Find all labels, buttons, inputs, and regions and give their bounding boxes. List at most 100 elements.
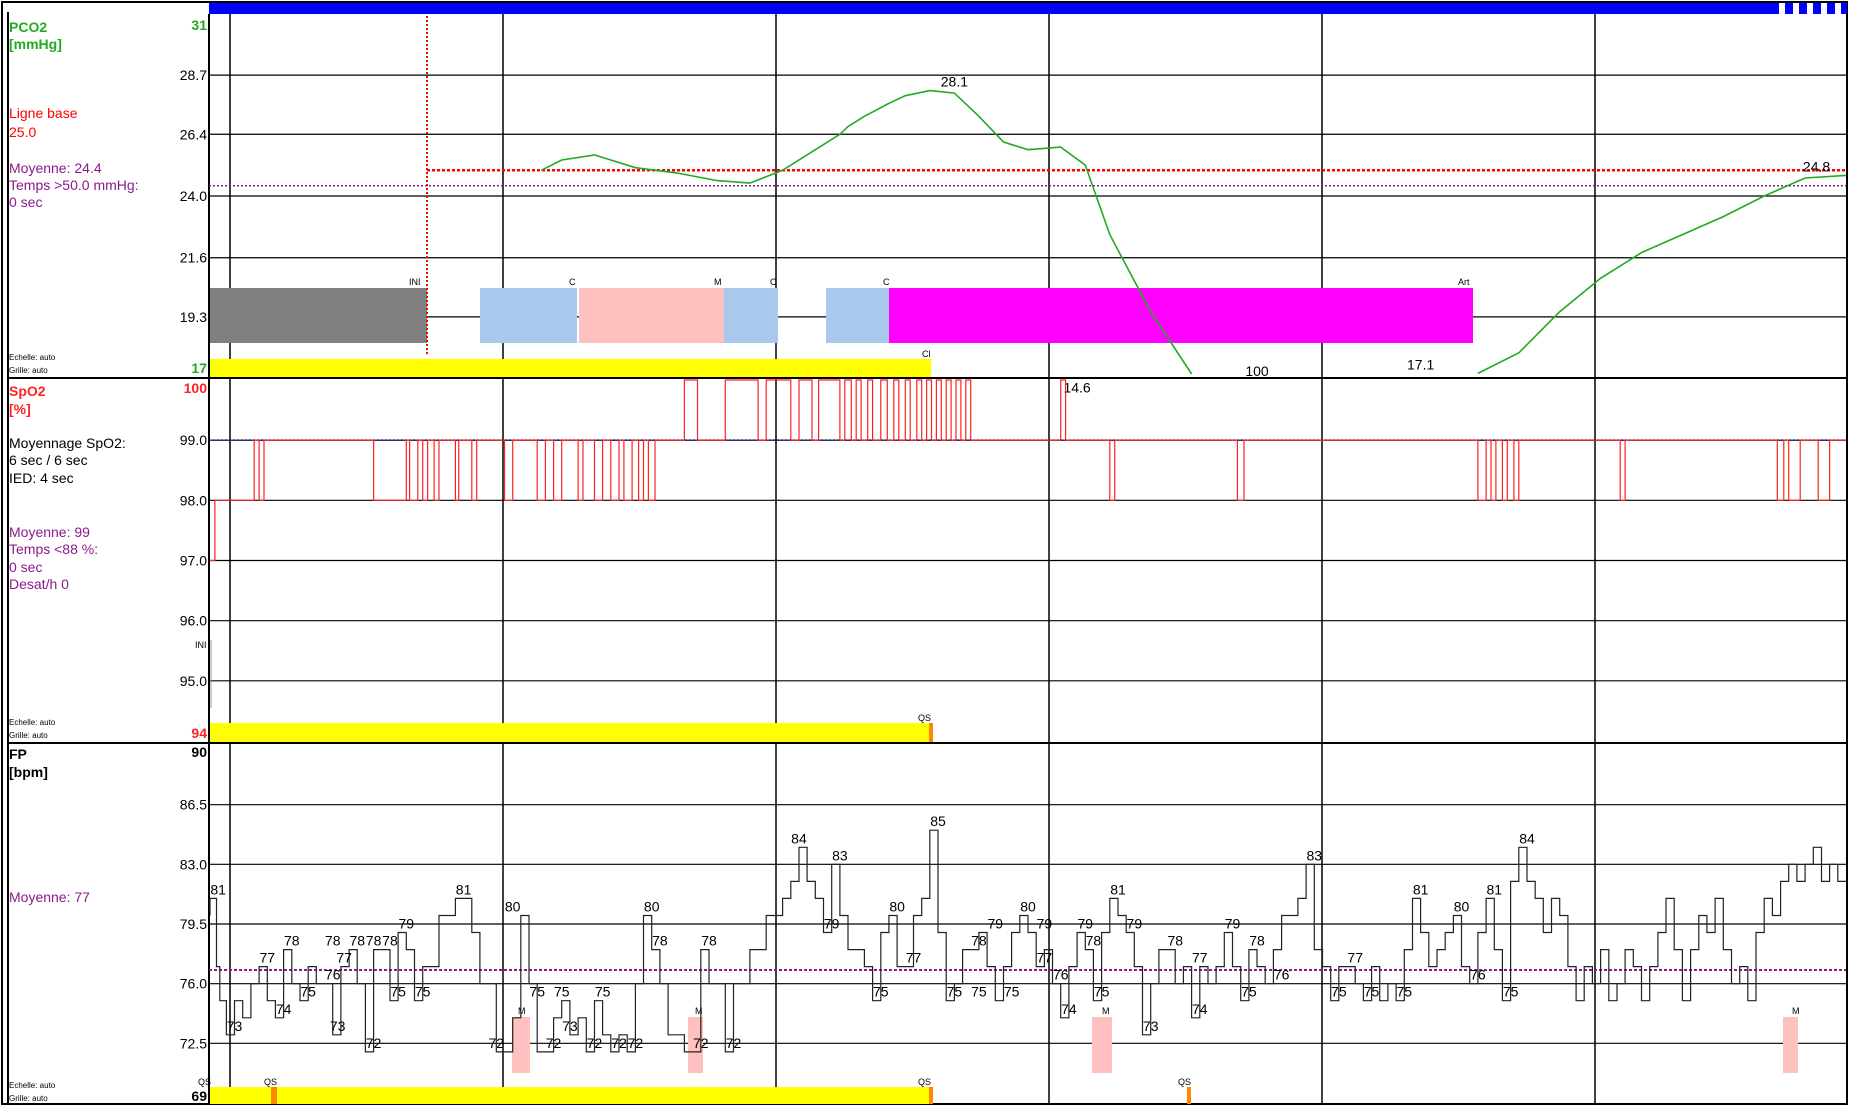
fp-value-label: 81: [1486, 881, 1502, 897]
fp-series-line: [209, 829, 1846, 1053]
fp-value-label: 83: [832, 847, 848, 863]
spo2-extra-3: Desat/h 0: [9, 576, 69, 592]
spo2-h-grid: [209, 439, 1846, 682]
spo2-tick-label: 95.0: [180, 673, 207, 689]
spo2-band-mark: QS: [918, 713, 931, 723]
fp-value-label: 76: [1053, 967, 1069, 983]
spo2-top-value: 100: [184, 380, 208, 396]
fp-value-label: 80: [1020, 898, 1036, 914]
spo2-avg-label: Moyennage SpO2:: [9, 435, 126, 451]
fp-value-label: 74: [1192, 1001, 1208, 1017]
pco2-extra-1: Temps >50.0 mmHg:: [9, 177, 139, 193]
pco2-title: PCO2: [9, 19, 47, 35]
fp-value-label: 77: [1192, 950, 1208, 966]
event-label-ini: INI: [409, 277, 421, 287]
fp-value-label: 72: [489, 1035, 505, 1051]
spo2-ini-mark: INI: [195, 640, 207, 650]
fp-value-label: 80: [1454, 898, 1470, 914]
fp-grid-note: Grille: auto: [9, 1094, 48, 1103]
spo2-tick-label: 98.0: [180, 492, 207, 508]
fp-value-label: 73: [330, 1018, 346, 1034]
fp-top-value: 90: [191, 744, 207, 760]
fp-band-mark-1: QS: [198, 1077, 211, 1087]
pco2-baseline-label: Ligne base: [9, 105, 78, 121]
fp-event-m2: [688, 1017, 703, 1073]
event-label-c3: C: [883, 277, 890, 287]
event-label-c2: C: [770, 277, 777, 287]
spo2-y-ticks: 99.0 98.0 97.0 96.0 95.0: [180, 432, 207, 689]
fp-value-label: 75: [1094, 984, 1110, 1000]
fp-tick-label: 76.0: [180, 976, 207, 992]
fp-value-label: 78: [325, 933, 341, 949]
fp-value-label: 81: [1413, 881, 1429, 897]
fp-status-band-mark3: [1187, 1087, 1191, 1104]
fp-status-band: [210, 1087, 931, 1104]
spo2-tick-label: 99.0: [180, 432, 207, 448]
fp-value-label: 77: [1347, 950, 1363, 966]
fp-event-m3-label: M: [1102, 1006, 1110, 1016]
spo2-title: SpO2: [9, 383, 46, 399]
spo2-value-label: 100: [1245, 363, 1269, 379]
fp-value-label: 80: [889, 898, 905, 914]
pco2-value-label: 17.1: [1407, 356, 1434, 372]
pco2-panel: PCO2 [mmHg] 31 17 Ligne base 25.0 Moyenn…: [9, 16, 1847, 396]
pco2-h-grid: [209, 74, 1846, 318]
fp-value-label: 75: [947, 984, 963, 1000]
fp-value-label: 75: [300, 984, 316, 1000]
fp-event-m4: [1783, 1017, 1798, 1073]
pco2-bottom-value: 17: [191, 360, 207, 376]
fp-value-label: 79: [1077, 916, 1093, 932]
fp-bottom-value: 69: [191, 1088, 207, 1104]
pco2-tick-label: 26.4: [180, 126, 207, 142]
fp-value-label: 80: [644, 898, 660, 914]
pco2-band-mark: Cl: [922, 349, 931, 359]
top-timeline-dashes: [1785, 3, 1847, 14]
fp-value-label: 76: [1470, 967, 1486, 983]
fp-status-band-end: [929, 1087, 933, 1104]
spo2-bottom-value: 94: [191, 725, 207, 741]
fp-event-m1-label: M: [518, 1006, 526, 1016]
fp-value-label: 85: [930, 813, 946, 829]
fp-value-label: 84: [1519, 830, 1535, 846]
pco2-tick-label: 19.3: [180, 309, 207, 325]
fp-value-label: 75: [1396, 984, 1412, 1000]
fp-value-label: 84: [791, 830, 807, 846]
fp-value-label: 79: [824, 916, 840, 932]
spo2-unit: [%]: [9, 401, 31, 417]
event-bar-art: [889, 288, 1473, 343]
event-label-art: Art: [1458, 277, 1470, 287]
spo2-tick-label: 96.0: [180, 613, 207, 629]
fp-value-label: 75: [415, 984, 431, 1000]
fp-value-label: 75: [390, 984, 406, 1000]
fp-scale-note: Echelle: auto: [9, 1081, 56, 1090]
fp-value-label: 80: [505, 898, 521, 914]
fp-event-m2-label: M: [695, 1006, 703, 1016]
pco2-series-line: [540, 89, 1847, 375]
fp-value-label: 81: [210, 881, 226, 897]
fp-value-label: 75: [554, 984, 570, 1000]
fp-value-label: 78: [1249, 933, 1265, 949]
fp-value-label: 77: [906, 950, 922, 966]
fp-value-label: 72: [628, 1035, 644, 1051]
pco2-top-value: 31: [191, 17, 207, 33]
spo2-series-line: [210, 379, 1846, 562]
fp-value-label: 81: [456, 881, 472, 897]
fp-band-mark-4: QS: [1178, 1077, 1191, 1087]
pco2-tick-label: 28.7: [180, 67, 207, 83]
pco2-tick-label: 24.0: [180, 188, 207, 204]
spo2-ied-label: IED: 4 sec: [9, 470, 74, 486]
fp-value-label: 73: [227, 1018, 243, 1034]
pco2-value-labels: 28.1 24.8 14.6 17.1: [941, 74, 1831, 396]
fp-mean-label: Moyenne: 77: [9, 889, 90, 905]
fp-tick-label: 79.5: [180, 916, 207, 932]
fp-event-m4-label: M: [1792, 1006, 1800, 1016]
vertical-grid: [229, 14, 1596, 1104]
fp-value-label: 78: [701, 933, 717, 949]
pco2-unit: [mmHg]: [9, 36, 62, 52]
pco2-mean-label: Moyenne: 24.4: [9, 160, 102, 176]
fp-value-label: 78: [1167, 933, 1183, 949]
spo2-extra-2: 0 sec: [9, 559, 42, 575]
fp-value-label: 75: [1004, 984, 1020, 1000]
